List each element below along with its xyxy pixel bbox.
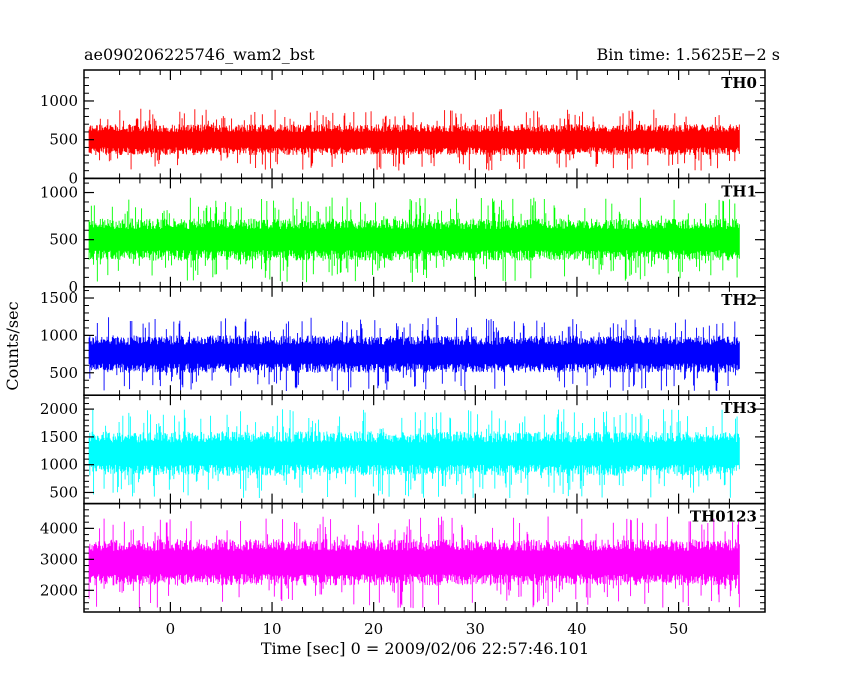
y-tick-label: 1000 xyxy=(40,326,78,344)
y-tick-label: 1000 xyxy=(40,92,78,110)
x-tick-label: 20 xyxy=(364,620,383,638)
y-tick-label: 4000 xyxy=(40,519,78,537)
series-th0123-line xyxy=(88,516,740,609)
series-th1-line xyxy=(88,197,740,283)
x-tick-label: 40 xyxy=(567,620,586,638)
x-tick-label: 10 xyxy=(262,620,281,638)
x-axis-label: Time [sec] 0 = 2009/02/06 22:57:46.101 xyxy=(261,639,589,658)
series-label-th0123: TH0123 xyxy=(690,508,757,526)
series-th3-line xyxy=(88,409,740,498)
y-tick-label: 500 xyxy=(49,231,78,249)
y-axis-label: Counts/sec xyxy=(3,301,22,390)
series-label-th0: TH0 xyxy=(721,74,757,92)
chart-title-right: Bin time: 1.5625E−2 s xyxy=(597,45,780,64)
chart-title-left: ae090206225746_wam2_bst xyxy=(84,45,315,64)
x-tick-label: 0 xyxy=(166,620,176,638)
series-th0-line xyxy=(88,108,740,171)
y-tick-label: 2000 xyxy=(40,581,78,599)
series-th2-line xyxy=(88,316,740,392)
y-tick-label: 500 xyxy=(49,131,78,149)
y-tick-label: 500 xyxy=(49,364,78,382)
series-label-th2: TH2 xyxy=(721,291,757,309)
y-tick-label: 500 xyxy=(49,483,78,501)
series-label-th3: TH3 xyxy=(721,399,757,417)
series-label-th1: TH1 xyxy=(721,182,757,200)
y-tick-label: 1000 xyxy=(40,456,78,474)
y-tick-label: 1000 xyxy=(40,184,78,202)
y-tick-label: 1500 xyxy=(40,428,78,446)
x-tick-label: 30 xyxy=(466,620,485,638)
y-tick-label: 0 xyxy=(68,169,78,187)
y-tick-label: 1500 xyxy=(40,289,78,307)
y-tick-label: 3000 xyxy=(40,550,78,568)
y-tick-label: 0 xyxy=(68,278,78,296)
x-tick-label: 50 xyxy=(669,620,688,638)
panel-frame-th0 xyxy=(83,69,766,180)
y-tick-label: 2000 xyxy=(40,400,78,418)
